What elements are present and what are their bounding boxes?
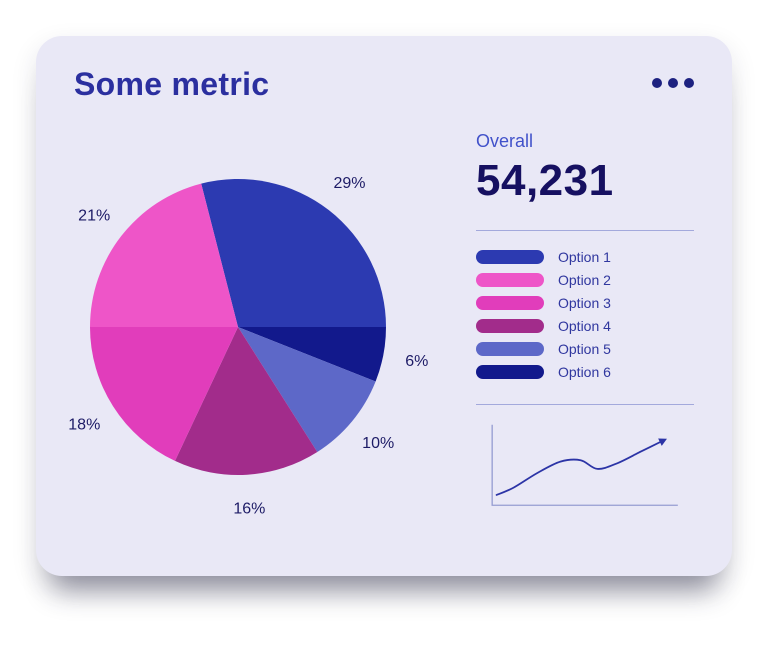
legend-label: Option 5: [558, 341, 611, 357]
legend-swatch: [476, 296, 544, 310]
legend-label: Option 3: [558, 295, 611, 311]
divider-top: [476, 230, 694, 231]
menu-button[interactable]: [652, 66, 694, 100]
ellipsis-icon: [652, 78, 662, 88]
card-body: 29% 6% 10% 16% 18% 21% Overall 54,231 Option …: [68, 105, 694, 545]
legend-item: Option 5: [476, 341, 694, 357]
overall-value: 54,231: [476, 156, 614, 205]
overall-label: Overall: [476, 131, 534, 151]
pie-slice-percent-label: 18%: [68, 417, 100, 434]
legend: Option 1 Option 2 Option 3 Option 4: [476, 249, 694, 380]
card-title: Some metric: [74, 66, 270, 102]
sparkline-path: [495, 439, 666, 496]
pie-slice-option-5: [238, 327, 376, 452]
legend-label: Option 6: [558, 364, 611, 380]
ellipsis-icon: [684, 78, 694, 88]
legend-swatch: [476, 342, 544, 356]
pie-slice-percent-label: 16%: [233, 501, 265, 518]
divider-bottom: [476, 404, 694, 405]
legend-swatch: [476, 319, 544, 333]
metric-card: Some metric 29% 6% 10% 16% 18% 21% Overall 54…: [36, 36, 732, 576]
legend-swatch: [476, 273, 544, 287]
pie-slice-percent-label: 29%: [333, 175, 365, 192]
legend-item: Option 4: [476, 318, 694, 334]
trend-sparkline: [476, 423, 694, 507]
legend-item: Option 2: [476, 272, 694, 288]
legend-item: Option 6: [476, 364, 694, 380]
sparkline-arrowhead: [658, 438, 667, 446]
card-header: Some metric: [74, 66, 694, 103]
legend-swatch: [476, 365, 544, 379]
pie-slice-percent-label: 6%: [405, 353, 428, 370]
pie-slice-option-6: [238, 327, 386, 382]
legend-item: Option 3: [476, 295, 694, 311]
legend-label: Option 2: [558, 272, 611, 288]
pie-slice-percent-label: 10%: [362, 435, 394, 452]
sparkline-axes: [491, 424, 678, 506]
overall-block: Overall 54,231: [476, 131, 694, 206]
pie-slice-option-1: [201, 178, 387, 327]
ellipsis-icon: [668, 78, 678, 88]
pie-slice-option-2: [90, 183, 238, 327]
pie-slice-option-3: [89, 327, 238, 461]
pie-chart-svg: 29% 6% 10% 16% 18% 21%: [68, 175, 428, 518]
pie-chart: 29% 6% 10% 16% 18% 21%: [68, 105, 476, 545]
sparkline-svg: [491, 424, 678, 506]
legend-label: Option 1: [558, 249, 611, 265]
legend-swatch: [476, 250, 544, 264]
legend-item: Option 1: [476, 249, 694, 265]
legend-label: Option 4: [558, 318, 611, 334]
pie-slice-percent-label: 21%: [78, 208, 110, 225]
pie-slice-option-4: [174, 327, 318, 475]
stats-panel: Overall 54,231 Option 1 Option 2: [476, 105, 694, 545]
